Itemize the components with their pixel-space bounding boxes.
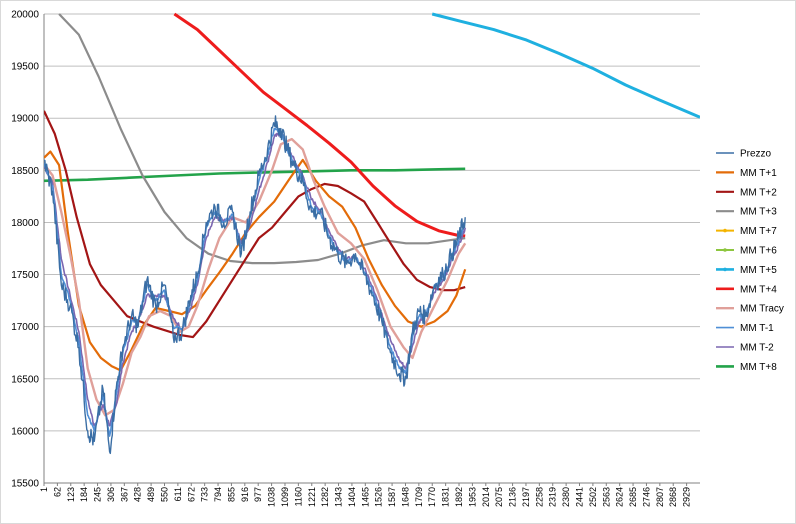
x-tick-label: 1160 [293, 487, 303, 506]
x-tick-label: 977 [253, 487, 263, 502]
y-tick-label: 16500 [11, 374, 39, 385]
y-tick-label: 18500 [11, 166, 39, 177]
x-tick-label: 2197 [521, 487, 531, 507]
x-tick-label: 1038 [267, 487, 277, 507]
x-tick-label: 2685 [628, 487, 638, 507]
x-tick-label: 123 [66, 487, 76, 502]
x-tick-label: 62 [52, 487, 62, 497]
series-line-prezzo [44, 115, 466, 455]
x-tick-label: 1587 [387, 487, 397, 507]
series-line-mm-t-8 [44, 167, 466, 183]
legend-label-mm-t-2: MM T+2 [740, 187, 777, 198]
x-tick-label: 2441 [575, 487, 585, 507]
x-tick-label: 1648 [400, 487, 410, 507]
x-tick-label: 1953 [467, 487, 477, 507]
legend: Prezzo MM T+1 MM T+2 MM T+3 MM T+7 MM T+6 MM T… [716, 149, 784, 373]
legend-marker-mm-t-6 [723, 248, 727, 252]
y-tick-label: 20000 [11, 10, 39, 21]
x-tick-label: 1709 [414, 487, 424, 507]
legend-label-mm-t-7: MM T+7 [740, 226, 777, 237]
y-tick-label: 17500 [11, 270, 39, 281]
legend-label-mm-t-6: MM T+6 [740, 246, 777, 257]
x-tick-label: 1831 [441, 487, 451, 507]
legend-label-mm-t-1: MM T-1 [740, 323, 774, 334]
x-tick-label: 550 [159, 487, 169, 502]
legend-label-mm-t-4: MM T+4 [740, 284, 777, 295]
x-tick-label: 2807 [655, 487, 665, 507]
x-tick-label: 2014 [481, 487, 491, 507]
x-tick-label: 1221 [307, 487, 317, 507]
x-tick-label: 672 [186, 487, 196, 502]
legend-label-mm-t-8: MM T+8 [740, 362, 777, 373]
x-tick-label: 1404 [347, 487, 357, 507]
x-tick-label: 1 [39, 487, 49, 492]
legend-marker-mm-t-5 [723, 267, 727, 272]
x-tick-label: 2380 [561, 487, 571, 507]
x-tick-label: 1770 [427, 487, 437, 507]
x-tick-label: 306 [106, 487, 116, 502]
x-tick-label: 2563 [601, 487, 611, 507]
series-line-mm-t-4 [173, 12, 466, 238]
legend-label-mm-t-2: MM T-2 [740, 343, 774, 354]
x-tick-label: 2502 [588, 487, 598, 507]
x-tick-label: 428 [133, 487, 143, 502]
y-tick-label: 17000 [11, 322, 39, 333]
legend-marker-mm-t-7 [723, 228, 727, 233]
x-tick-label: 2258 [534, 487, 544, 507]
x-tick-label: 1526 [374, 487, 384, 507]
x-tick-label: 1465 [360, 487, 370, 507]
y-tick-label: 15500 [11, 479, 39, 490]
x-tick-label: 916 [240, 487, 250, 502]
x-tick-label: 489 [146, 487, 156, 502]
y-tick-label: 18000 [11, 218, 39, 229]
x-tick-label: 1282 [320, 487, 330, 507]
x-tick-label: 1343 [334, 487, 344, 507]
x-tick-label: 245 [93, 487, 103, 502]
legend-label-mm-t-1: MM T+1 [740, 168, 777, 179]
x-tick-label: 2319 [548, 487, 558, 507]
x-tick-label: 611 [173, 487, 183, 501]
x-tick-label: 2624 [615, 487, 625, 507]
legend-label-mm-tracy: MM Tracy [740, 304, 784, 315]
series-line-mm-t-3 [58, 13, 466, 265]
x-tick-label: 2075 [494, 487, 504, 507]
x-tick-label: 2746 [641, 487, 651, 507]
y-tick-label: 19000 [11, 114, 39, 125]
x-tick-label: 2929 [682, 487, 692, 507]
axes: 15500 16000 16500 17000 17500 18000 18500 19000… [11, 10, 700, 507]
legend-label-prezzo: Prezzo [740, 149, 772, 160]
x-tick-label: 794 [213, 487, 223, 502]
x-tick-label: 2868 [668, 487, 678, 507]
x-tick-label: 1892 [454, 487, 464, 507]
x-tick-label: 367 [119, 487, 129, 502]
legend-label-mm-t-3: MM T+3 [740, 207, 777, 218]
x-tick-label: 184 [79, 487, 89, 502]
series-line-mm-t-2 [44, 110, 466, 339]
series-lines [44, 12, 700, 455]
x-tick-label: 2136 [508, 487, 518, 507]
y-tick-label: 19500 [11, 62, 39, 73]
x-tick-label: 1099 [280, 487, 290, 507]
legend-label-mm-t-5: MM T+5 [740, 265, 777, 276]
y-tick-label: 16000 [11, 426, 39, 437]
x-tick-label: 733 [200, 487, 210, 502]
series-line-mm-t-5 [431, 12, 700, 119]
x-tick-label: 855 [226, 487, 236, 502]
